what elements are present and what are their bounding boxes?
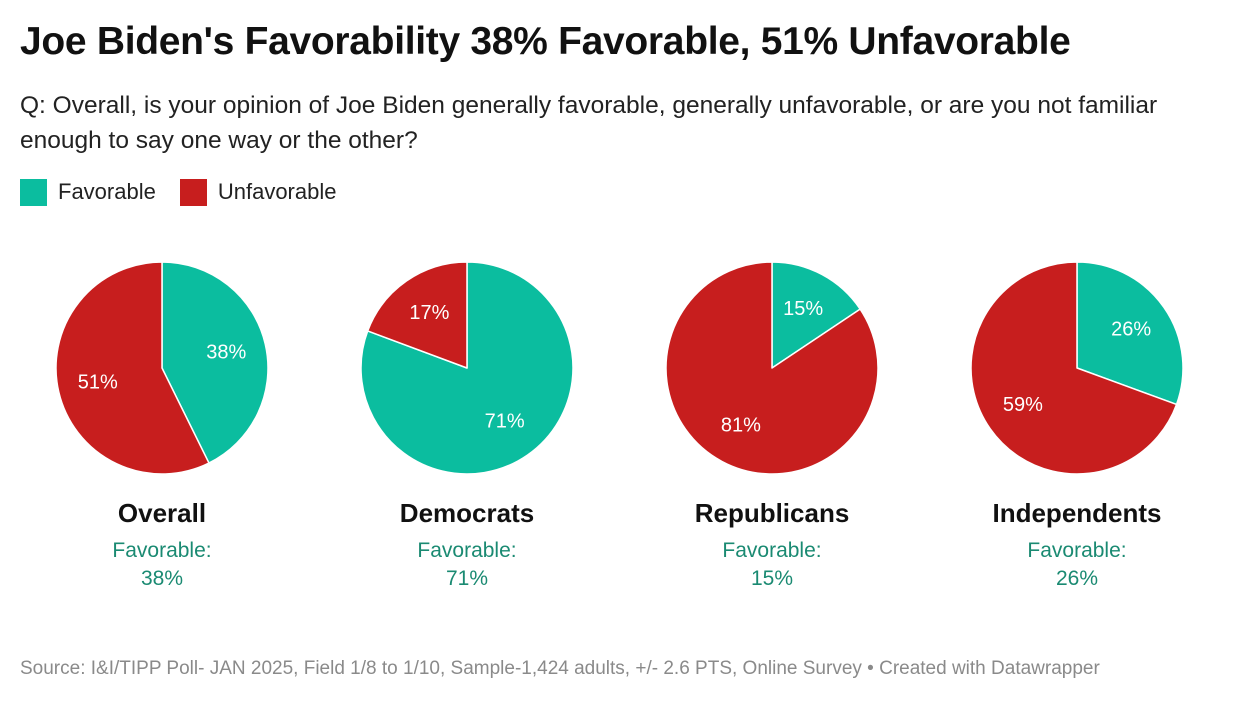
pie-slice-favorable [161, 261, 269, 464]
pie-label-favorable: 71% [485, 410, 525, 432]
pie-slice-favorable [1076, 261, 1184, 406]
pie-label-favorable: 38% [206, 341, 246, 363]
panel-title: Overall [117, 498, 207, 528]
pie-chart-democrats: 71% 17% [360, 261, 574, 475]
legend-swatch-favorable [20, 178, 47, 206]
pie-slice-unfavorable [970, 261, 1178, 475]
pie-chart-independents: 26% 59% [970, 261, 1184, 475]
chart-subtitle: Q: Overall, is your opinion of Joe Biden… [20, 92, 1158, 154]
legend: Favorable Unfavorable [20, 176, 360, 208]
pie-panel-independents: 26% 59% Independents Favorable: 26% [937, 256, 1217, 593]
pie-panel-republicans: 15% 81% Republicans Favorable: 15% [632, 256, 912, 593]
pie-slice-unfavorable [665, 261, 879, 475]
pie-label-unfavorable: 51% [78, 371, 118, 393]
pie-panel-democrats: 71% 17% Democrats Favorable: 71% [327, 256, 607, 593]
pie-label-favorable: 15% [783, 298, 823, 320]
legend-label-favorable: Favorable [58, 179, 156, 204]
panel-title: Democrats [399, 498, 535, 528]
pie-panel-overall: 38% 51% Overall Favorable: 38% [22, 256, 302, 593]
panel-title: Republicans [694, 498, 850, 528]
caption-value: 26% [1055, 567, 1099, 590]
chart-title: Joe Biden's Favorability 38% Favorable, … [20, 20, 1071, 63]
legend-item-unfavorable: Unfavorable [179, 178, 337, 206]
source-note: Source: I&I/TIPP Poll- JAN 2025, Field 1… [20, 658, 1100, 679]
panel-caption: Favorable: 71% [327, 537, 607, 593]
caption-label: Favorable: [112, 539, 212, 562]
caption-value: 71% [445, 567, 489, 590]
legend-swatch-unfavorable [179, 178, 207, 206]
panel-caption: Favorable: 38% [22, 537, 302, 593]
panel-title: Independents [992, 498, 1162, 528]
caption-value: 15% [750, 567, 794, 590]
pie-slice-unfavorable [366, 261, 468, 369]
pie-label-unfavorable: 81% [721, 414, 761, 436]
panel-caption: Favorable: 26% [937, 537, 1217, 593]
pie-slice-favorable [771, 261, 861, 369]
pie-slice-unfavorable [55, 261, 210, 475]
pie-label-unfavorable: 17% [409, 302, 449, 324]
pie-label-favorable: 26% [1111, 318, 1151, 340]
caption-value: 38% [140, 567, 184, 590]
pie-chart-republicans: 15% 81% [665, 261, 879, 475]
pie-label-unfavorable: 59% [1003, 394, 1043, 416]
caption-label: Favorable: [1027, 539, 1127, 562]
legend-label-unfavorable: Unfavorable [217, 179, 337, 204]
caption-label: Favorable: [722, 539, 822, 562]
panel-caption: Favorable: 15% [632, 537, 912, 593]
caption-label: Favorable: [417, 539, 517, 562]
pie-chart-overall: 38% 51% [55, 261, 269, 475]
legend-item-favorable: Favorable [20, 178, 156, 206]
